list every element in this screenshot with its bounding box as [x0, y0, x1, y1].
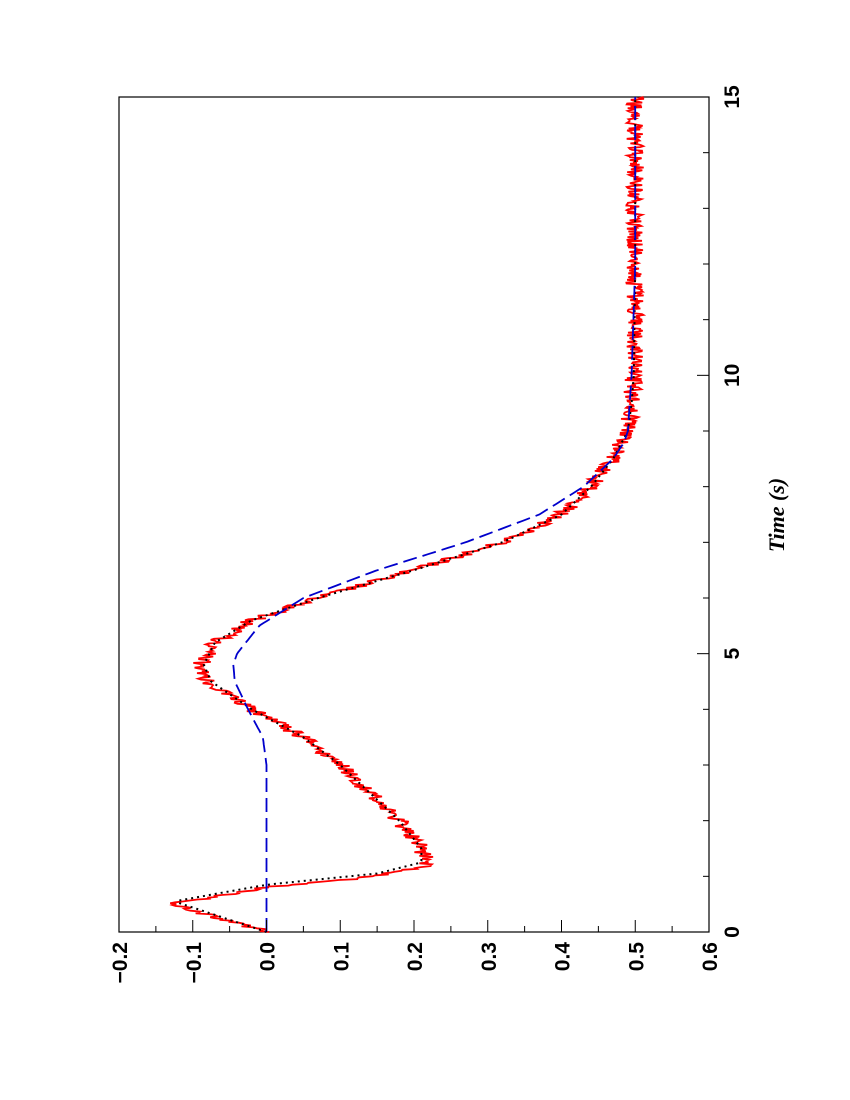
series-line-1 [177, 97, 637, 933]
series-line-2 [232, 97, 637, 932]
y-tick-label: 0.3 [478, 942, 501, 971]
x-tick-label: 0 [721, 926, 744, 938]
series-line-0 [169, 96, 647, 933]
y-tick-label: 0.5 [625, 942, 648, 972]
y-tick-label: 0.1 [330, 942, 353, 972]
y-tick-label: 0.0 [257, 942, 280, 971]
x-tick-label: 10 [721, 364, 744, 387]
series-layer [169, 96, 647, 933]
y-tick-label: −0.2 [109, 942, 132, 983]
labels-layer: 0 5 10 15 −0.2 −0.1 0.0 0.1 0.2 0.3 0.4 0.5 0.6 Time … [109, 85, 789, 983]
y-tick-label: 0.6 [699, 942, 722, 971]
y-tick-label: 0.2 [404, 942, 427, 971]
y-tick-label: −0.1 [183, 942, 206, 984]
x-tick-label: 5 [721, 648, 744, 660]
plot-frame [118, 96, 710, 933]
ticks-layer [118, 96, 710, 933]
x-axis-title: Time (s) [764, 478, 789, 552]
x-tick-label: 15 [721, 85, 744, 109]
y-tick-label: 0.4 [552, 942, 575, 972]
